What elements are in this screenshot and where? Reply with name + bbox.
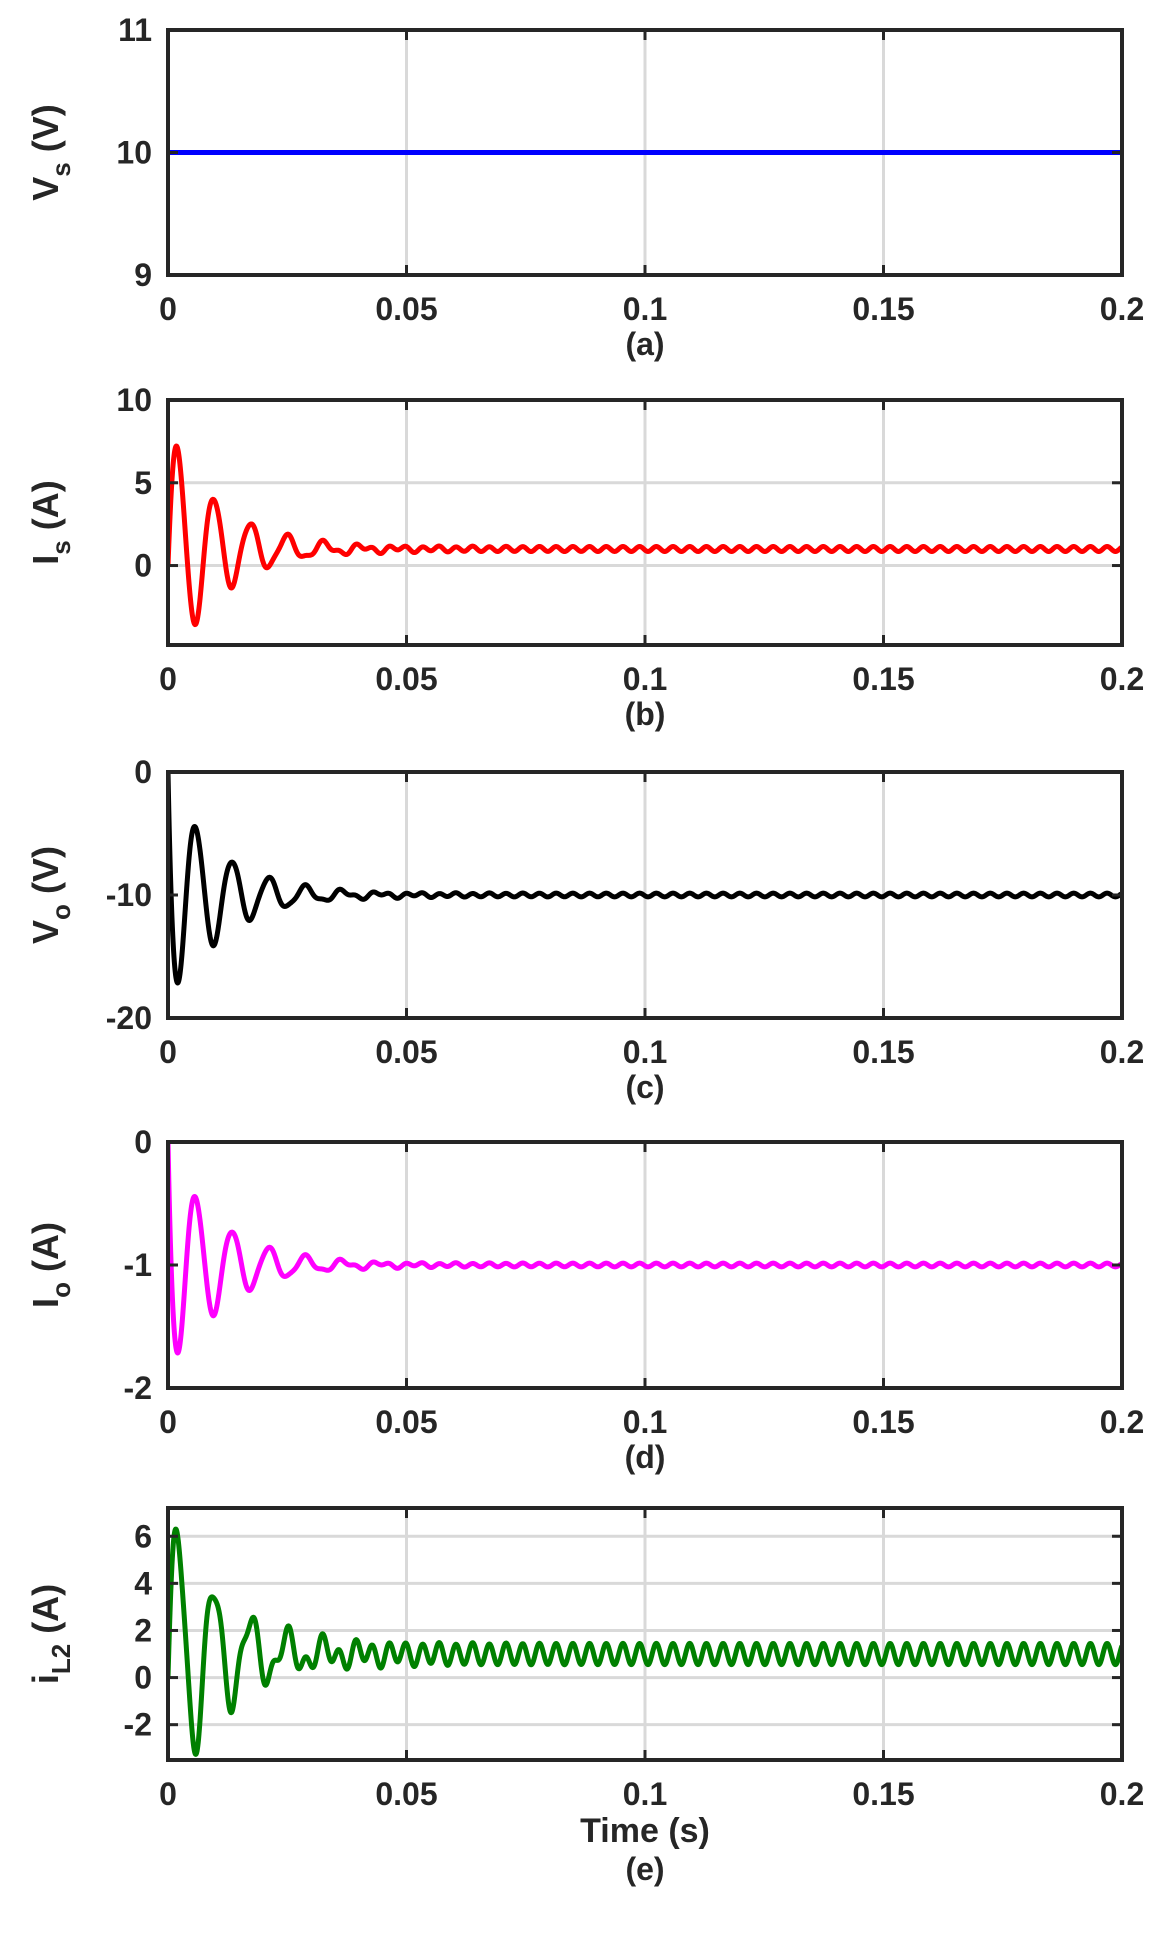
x-tick-label: 0.15 bbox=[852, 1776, 914, 1812]
y-tick-label: -20 bbox=[106, 1000, 152, 1036]
y-axis-label: iL2 (A) bbox=[25, 1584, 76, 1684]
y-tick-label: 10 bbox=[116, 382, 152, 418]
y-tick-label: 0 bbox=[134, 548, 152, 584]
y-axis-label: Is (A) bbox=[25, 480, 76, 564]
y-tick-label: 2 bbox=[134, 1612, 152, 1648]
y-axis-label-symbol: I bbox=[25, 1298, 66, 1308]
y-tick-label: 5 bbox=[134, 465, 152, 501]
y-axis-label-subscript: s bbox=[46, 162, 76, 176]
x-tick-label: 0.15 bbox=[852, 1404, 914, 1440]
x-tick-label: 0.2 bbox=[1100, 1034, 1144, 1070]
panel-a: 0 0.05 0.1 0.15 0.2 9 10 11 Vs (V) (a) bbox=[25, 12, 1144, 362]
y-axis-label-subscript: o bbox=[46, 904, 76, 920]
series-line bbox=[168, 772, 1122, 986]
x-tick-label: 0.1 bbox=[623, 291, 667, 327]
y-axis-label-symbol: V bbox=[25, 177, 66, 201]
x-tick-label: 0.2 bbox=[1100, 1776, 1144, 1812]
y-axis-label-subscript: L2 bbox=[46, 1644, 76, 1674]
y-tick-label: 0 bbox=[134, 754, 152, 790]
panel-d: 0 0.05 0.1 0.15 0.2 -2 -1 0 Io (A) (d) bbox=[25, 1124, 1144, 1475]
x-tick-label: 0.05 bbox=[375, 1776, 437, 1812]
x-tick-label: 0.1 bbox=[623, 1776, 667, 1812]
y-tick-label: 4 bbox=[134, 1565, 152, 1601]
panel-label: (c) bbox=[625, 1069, 664, 1105]
series-line bbox=[168, 1142, 1122, 1356]
x-tick-label: 0 bbox=[159, 1776, 177, 1812]
y-axis-label-unit: (A) bbox=[25, 480, 66, 540]
y-axis-label-unit: (V) bbox=[25, 104, 66, 162]
y-axis-label-unit: (A) bbox=[25, 1584, 66, 1644]
x-tick-label: 0.2 bbox=[1100, 661, 1144, 697]
x-tick-label: 0.15 bbox=[852, 661, 914, 697]
y-axis-label-symbol: V bbox=[25, 920, 66, 944]
series-line bbox=[168, 1526, 1122, 1757]
x-tick-label: 0.05 bbox=[375, 291, 437, 327]
x-tick-label: 0.15 bbox=[852, 1034, 914, 1070]
y-tick-label: -2 bbox=[124, 1370, 152, 1406]
y-axis-label-unit: (A) bbox=[25, 1222, 66, 1282]
x-tick-label: 0.1 bbox=[623, 1404, 667, 1440]
y-axis-label-unit: (V) bbox=[25, 846, 66, 904]
panel-label: (a) bbox=[625, 326, 664, 362]
panel-c: 0 0.05 0.1 0.15 0.2 -20 -10 0 Vo (V) (c) bbox=[25, 754, 1144, 1105]
x-tick-label: 0.05 bbox=[375, 1404, 437, 1440]
y-axis-label-subscript: o bbox=[46, 1282, 76, 1298]
x-tick-label: 0.05 bbox=[375, 661, 437, 697]
x-tick-label: 0.2 bbox=[1100, 1404, 1144, 1440]
y-tick-label: -10 bbox=[106, 877, 152, 913]
x-tick-label: 0 bbox=[159, 661, 177, 697]
y-tick-label: 11 bbox=[118, 12, 152, 48]
panel-label: (d) bbox=[625, 1439, 666, 1475]
y-tick-label: 6 bbox=[134, 1518, 152, 1554]
x-tick-label: 0 bbox=[159, 1034, 177, 1070]
series-line bbox=[168, 443, 1122, 628]
x-axis-label: Time (s) bbox=[580, 1812, 710, 1850]
x-tick-label: 0.1 bbox=[623, 1034, 667, 1070]
y-tick-label: 0 bbox=[134, 1124, 152, 1160]
y-axis-label-symbol: i bbox=[25, 1674, 66, 1684]
x-tick-label: 0.15 bbox=[852, 291, 914, 327]
x-tick-label: 0 bbox=[159, 291, 177, 327]
x-tick-label: 0.05 bbox=[375, 1034, 437, 1070]
y-axis-label: Vs (V) bbox=[25, 104, 76, 200]
panel-label: (b) bbox=[625, 696, 666, 732]
x-tick-label: 0.1 bbox=[623, 661, 667, 697]
y-tick-label: 0 bbox=[134, 1660, 152, 1696]
y-tick-label: 10 bbox=[116, 135, 152, 171]
panel-label: (e) bbox=[625, 1851, 664, 1887]
x-tick-label: 0 bbox=[159, 1404, 177, 1440]
y-tick-label: -2 bbox=[124, 1707, 152, 1743]
y-axis-label-symbol: I bbox=[25, 555, 66, 565]
x-tick-label: 0.2 bbox=[1100, 291, 1144, 327]
y-axis-label: Io (A) bbox=[25, 1222, 76, 1308]
panel-b: 0 0.05 0.1 0.15 0.2 0 5 10 Is (A) (b) bbox=[25, 382, 1144, 732]
y-axis-label-subscript: s bbox=[46, 540, 76, 554]
y-tick-label: 9 bbox=[134, 257, 152, 293]
y-axis-label: Vo (V) bbox=[25, 846, 76, 944]
y-tick-label: -1 bbox=[124, 1247, 152, 1283]
